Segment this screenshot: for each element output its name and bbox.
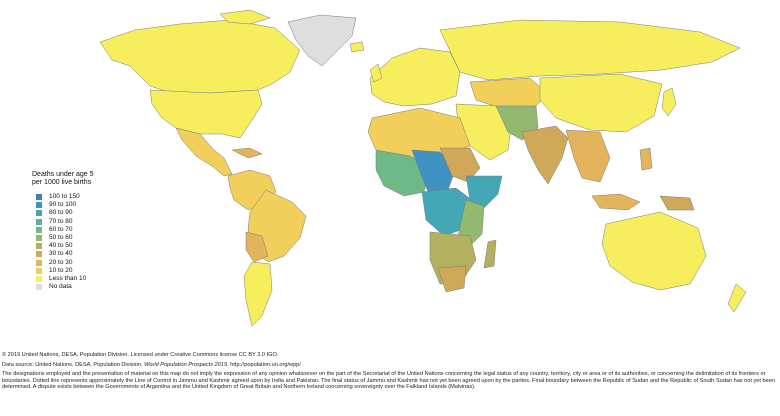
legend-swatch — [36, 267, 42, 274]
data-source-suffix: . http://population.un.org/wpp/ — [227, 361, 301, 368]
legend-title-line1: Deaths under age 5 — [32, 171, 94, 178]
data-source: Data source: United Nations, DESA, Popul… — [2, 362, 778, 369]
region-australia — [601, 211, 707, 291]
region-iceland — [349, 41, 365, 53]
legend-swatch — [36, 210, 42, 217]
legend-swatch — [36, 226, 42, 233]
legend-title-line2: per 1000 live births — [32, 179, 92, 186]
region-arctic-islands — [219, 9, 271, 25]
copyright-text: © 2019 United Nations, DESA, Population … — [2, 352, 279, 358]
legend-label: Less than 10 — [49, 274, 87, 282]
region-madagascar — [483, 239, 497, 269]
region-new-zealand — [727, 283, 747, 313]
legend-label: 30 to 40 — [49, 250, 73, 258]
disclaimer-text: The designations employed and the presen… — [2, 371, 775, 390]
region-japan — [661, 87, 677, 117]
legend-item: 40 to 50 — [36, 242, 156, 250]
region-mexico — [175, 127, 233, 177]
legend-item: No data — [36, 283, 156, 291]
legend-label: 40 to 50 — [49, 242, 73, 250]
legend-label: 90 to 100 — [49, 201, 77, 209]
legend-label: 60 to 70 — [49, 225, 73, 233]
legend-swatch — [36, 284, 42, 291]
legend-items: 100 to 150 90 to 100 80 to 90 70 to 80 60 to… — [36, 193, 156, 291]
legend-item: 100 to 150 — [36, 193, 156, 201]
legend-swatch — [36, 202, 42, 209]
legend-label: 100 to 150 — [49, 193, 80, 201]
legend-swatch — [36, 243, 42, 250]
region-indonesia — [591, 193, 641, 211]
legend-item: 10 to 20 — [36, 267, 156, 275]
region-sudan — [439, 147, 481, 183]
region-usa — [149, 89, 263, 139]
legend-item: Less than 10 — [36, 275, 156, 283]
region-europe — [369, 47, 461, 107]
legend-swatch — [36, 218, 42, 225]
region-central-asia — [469, 77, 549, 109]
region-uk — [369, 63, 383, 83]
region-philippines — [639, 147, 653, 171]
legend-label: 20 to 30 — [49, 258, 73, 266]
legend-item: 70 to 80 — [36, 218, 156, 226]
legend-label: 10 to 20 — [49, 266, 73, 274]
legend-item: 20 to 30 — [36, 259, 156, 267]
map-footer: © 2019 United Nations, DESA, Population … — [2, 352, 778, 394]
legend-item: 30 to 40 — [36, 250, 156, 258]
region-southeast-asia — [565, 129, 611, 183]
legend-swatch — [36, 275, 42, 282]
legend-item: 90 to 100 — [36, 201, 156, 209]
region-south-africa — [437, 265, 467, 293]
region-greenland — [287, 14, 357, 67]
region-china — [539, 73, 663, 133]
legend-item: 80 to 90 — [36, 209, 156, 217]
legend-label: No data — [49, 283, 72, 291]
world-map — [99, 9, 747, 327]
legend-label: 50 to 60 — [49, 234, 73, 242]
region-canada — [99, 19, 301, 94]
data-source-prefix: Data source: United Nations, DESA, Popul… — [2, 361, 143, 368]
region-southern-cone — [243, 261, 273, 327]
region-east-africa — [457, 199, 485, 247]
region-india — [521, 125, 569, 185]
data-source-title: World Population Prospects 2019 — [144, 361, 228, 368]
map-legend: Deaths under age 5 per 1000 live births … — [32, 171, 156, 291]
legend-item: 60 to 70 — [36, 226, 156, 234]
legend-label: 70 to 80 — [49, 217, 73, 225]
region-russia — [439, 19, 741, 81]
legend-swatch — [36, 251, 42, 258]
region-papua — [659, 195, 695, 211]
region-horn-of-africa — [465, 175, 503, 211]
legend-swatch — [36, 259, 42, 266]
region-caribbean — [231, 147, 263, 159]
legend-title: Deaths under age 5 per 1000 live births — [32, 171, 156, 187]
legend-swatch — [36, 194, 42, 201]
region-bolivia — [245, 231, 269, 263]
legend-swatch — [36, 235, 42, 242]
legend-item: 50 to 60 — [36, 234, 156, 242]
legend-label: 80 to 90 — [49, 209, 73, 217]
